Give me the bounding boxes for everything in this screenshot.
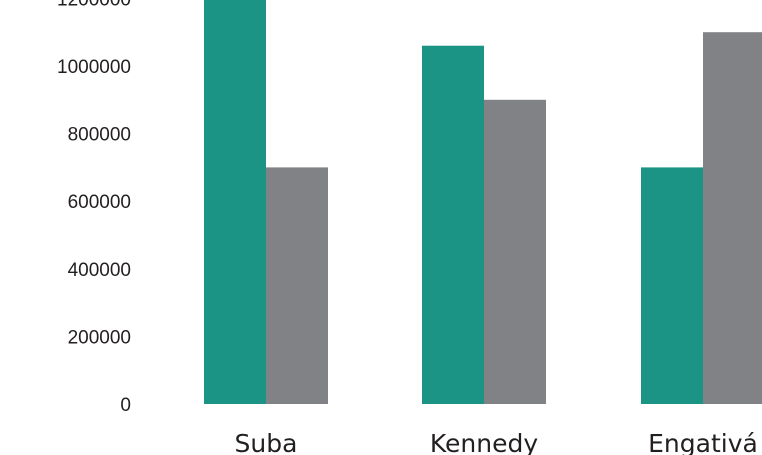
x-category-label: Engativá xyxy=(648,429,758,455)
y-tick-label: 0 xyxy=(120,395,131,416)
y-tick-label: 1000000 xyxy=(57,57,131,78)
bar-series-1-engativá xyxy=(641,167,703,404)
bar-series-1-kennedy xyxy=(422,45,484,404)
x-category-label: Suba xyxy=(235,429,298,455)
y-tick-label: 400000 xyxy=(68,260,131,281)
bars xyxy=(204,0,762,405)
bar-series-2-kennedy xyxy=(484,99,546,405)
x-category-label: Kennedy xyxy=(430,429,538,455)
y-tick-label: 600000 xyxy=(68,192,131,213)
x-axis-labels: Suba Kennedy Engativá xyxy=(235,429,758,455)
y-tick-label: 800000 xyxy=(68,125,131,146)
y-tick-label: 200000 xyxy=(68,327,131,348)
bar-series-2-engativá xyxy=(703,32,762,404)
y-axis-ticks: 0 200000 400000 600000 800000 1000000 1200000 xyxy=(57,0,131,416)
y-tick-label: 1200000 xyxy=(57,0,131,10)
bar-series-2-suba xyxy=(266,167,328,404)
bar-series-1-suba xyxy=(204,0,266,404)
